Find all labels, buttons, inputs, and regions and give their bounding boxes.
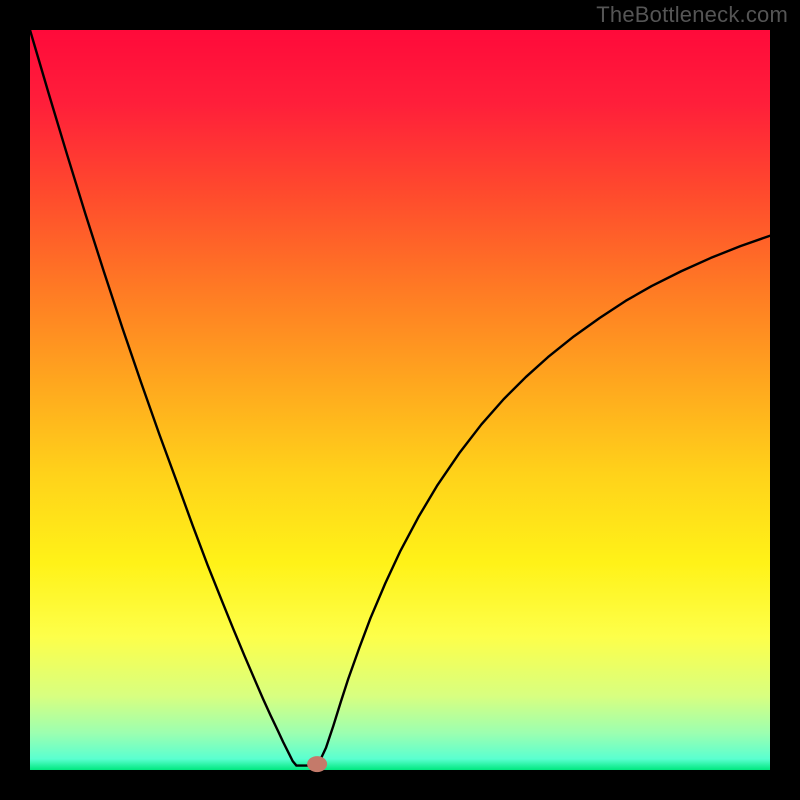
optimal-point-marker (307, 756, 327, 772)
chart-background (30, 30, 770, 770)
chart-container: TheBottleneck.com (0, 0, 800, 800)
attribution-text: TheBottleneck.com (596, 2, 788, 28)
bottleneck-chart (0, 0, 800, 800)
